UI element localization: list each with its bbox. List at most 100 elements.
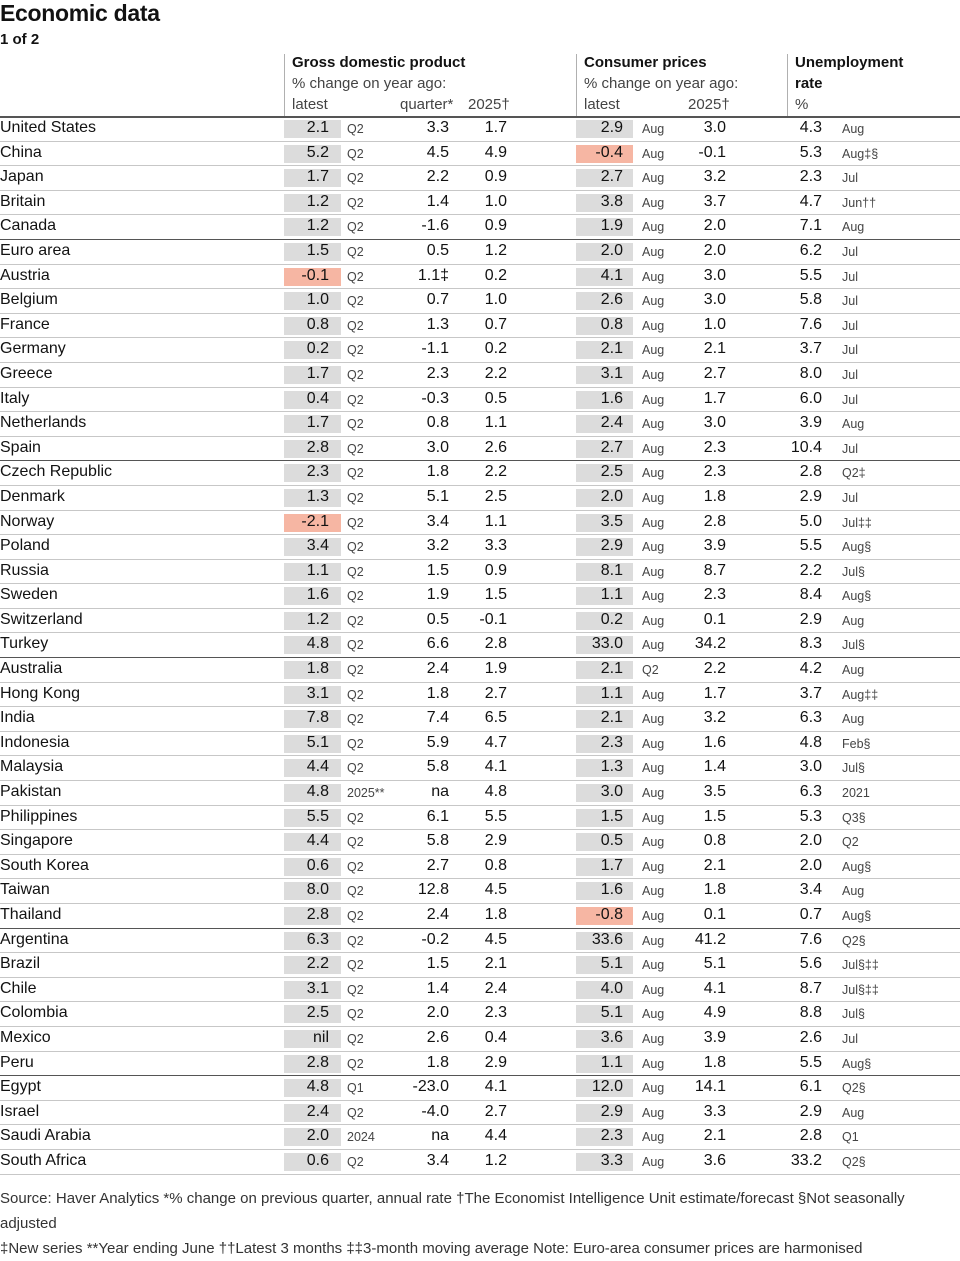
unemployment-period: Jul [842, 343, 858, 358]
country-name: United States [0, 119, 97, 136]
unemployment-rate: 8.4 [799, 586, 822, 604]
table-row: Spain 2.8 Q2 3.0 2.6 2.7 Aug 2.3 10.4 Jul [0, 437, 960, 462]
cpi-latest-highlight [576, 120, 633, 138]
cpi-latest-highlight [576, 1005, 633, 1024]
cpi-latest-highlight [576, 931, 633, 950]
country-name: Sweden [0, 586, 58, 604]
gdp-quarter: 3.4 [426, 1151, 449, 1169]
table-row: Turkey 4.8 Q2 6.6 2.8 33.0 Aug 34.2 8.3 Jul§ [0, 633, 960, 659]
cpi-2025: 5.1 [703, 955, 726, 973]
gdp-latest: 4.8 [306, 635, 329, 653]
cpi-latest: 1.6 [600, 389, 623, 407]
gdp-quarter: 2.2 [426, 168, 449, 186]
unemployment-period: Q2§ [842, 1081, 866, 1096]
gdp-latest-period: Q2 [347, 1154, 364, 1169]
cpi-latest-period: Aug [642, 269, 665, 284]
cpi-latest-period: Aug [642, 122, 665, 136]
country-name: Czech Republic [0, 463, 113, 481]
cpi-2025: 1.7 [703, 684, 726, 702]
cpi-latest: 3.1 [600, 364, 623, 382]
gdp-2025: 2.7 [484, 1102, 507, 1120]
cpi-latest: 1.1 [600, 684, 623, 702]
unemployment-period: 2021 [842, 786, 870, 801]
unemployment-period: Q3§ [842, 810, 866, 825]
unemployment-rate: 2.0 [799, 856, 822, 874]
gdp-latest: 0.6 [306, 856, 329, 874]
table-row: Russia 1.1 Q2 1.5 0.9 8.1 Aug 8.7 2.2 Jul§ [0, 560, 960, 585]
unemployment-period: Q2 [842, 835, 859, 850]
gdp-latest-highlight [284, 193, 341, 212]
cpi-latest: 2.0 [600, 241, 623, 259]
cpi-latest-period: Aug [642, 1031, 665, 1046]
cpi-latest-highlight [576, 882, 633, 901]
gdp-latest: 2.0 [306, 1127, 329, 1145]
gdp-quarter: 12.8 [417, 881, 449, 899]
gdp-latest-highlight [284, 538, 341, 557]
cpi-latest: 5.1 [600, 955, 623, 973]
country-name: Saudi Arabia [0, 1127, 91, 1145]
country-name: Switzerland [0, 610, 83, 628]
unemployment-period: Jun†† [842, 195, 877, 210]
gdp-quarter: 3.3 [426, 119, 449, 136]
gdp-latest-highlight [284, 636, 341, 655]
cpi-latest-highlight [576, 1079, 633, 1098]
gdp-latest-period: Q2 [347, 810, 364, 825]
unemployment-rate: 2.8 [799, 463, 822, 481]
cpi-latest: 2.1 [600, 709, 623, 727]
gdp-quarter: 5.8 [426, 832, 449, 850]
footnote-line-1: Source: Haver Analytics *% change on pre… [0, 1190, 905, 1232]
country-name: Austria [0, 266, 50, 284]
country-name: Chile [0, 979, 37, 997]
table-row: Australia 1.8 Q2 2.4 1.9 2.1 Q2 2.2 4.2 Aug [0, 658, 960, 683]
table-row: Philippines 5.5 Q2 6.1 5.5 1.5 Aug 1.5 5.3 Q3§ [0, 806, 960, 831]
cpi-2025: 3.0 [703, 119, 726, 136]
cpi-latest: 0.2 [600, 610, 623, 628]
cpi-latest: 2.0 [600, 487, 623, 505]
cpi-latest: 2.3 [600, 733, 623, 751]
cpi-latest-period: Aug [642, 1105, 665, 1120]
gdp-2025: 0.2 [484, 340, 507, 358]
cpi-latest: 3.3 [600, 1151, 623, 1169]
cpi-2025: 2.1 [703, 856, 726, 874]
cpi-latest-period: Aug [642, 441, 665, 456]
unemployment-rate: 8.3 [799, 635, 822, 653]
unemp-header-title: Unemployment [795, 54, 904, 71]
gdp-latest-highlight [284, 685, 341, 704]
gdp-latest-period: Q2 [347, 417, 364, 432]
cpi-latest-period: Aug [642, 1056, 665, 1071]
gdp-2025: 4.5 [484, 881, 507, 899]
gdp-latest-highlight [284, 833, 341, 852]
country-name: Belgium [0, 291, 58, 309]
table-row: Italy 0.4 Q2 -0.3 0.5 1.6 Aug 1.7 6.0 Jul [0, 388, 960, 413]
gdp-latest-period: Q2 [347, 663, 364, 678]
unemployment-rate: 5.3 [799, 807, 822, 825]
cpi-header-2025: 2025† [688, 96, 730, 113]
cpi-latest-period: Aug [642, 171, 665, 186]
unemployment-period: Q2§ [842, 1154, 866, 1169]
gdp-latest-period: Q2 [347, 490, 364, 505]
cpi-2025: 3.9 [703, 537, 726, 555]
cpi-latest-period: Aug [642, 1007, 665, 1022]
gdp-2025: 2.9 [484, 832, 507, 850]
cpi-2025: 3.3 [703, 1102, 726, 1120]
country-name: Poland [0, 537, 50, 555]
table-row: France 0.8 Q2 1.3 0.7 0.8 Aug 1.0 7.6 Jul [0, 314, 960, 339]
gdp-latest-highlight [284, 562, 341, 581]
table-row: Sweden 1.6 Q2 1.9 1.5 1.1 Aug 2.3 8.4 Aug§ [0, 584, 960, 609]
unemployment-rate: 2.9 [799, 1102, 822, 1120]
cpi-2025: 1.0 [703, 315, 726, 333]
country-name: Euro area [0, 241, 71, 259]
gdp-2025: 2.3 [484, 1004, 507, 1022]
unemployment-period: Feb§ [842, 736, 871, 751]
gdp-latest-period: Q2 [347, 122, 364, 136]
unemployment-rate: 2.9 [799, 610, 822, 628]
cpi-latest-period: Aug [642, 564, 665, 579]
table-row: Canada 1.2 Q2 -1.6 0.9 1.9 Aug 2.0 7.1 Aug [0, 215, 960, 240]
cpi-latest: 1.6 [600, 881, 623, 899]
cpi-latest: 1.1 [600, 1053, 623, 1071]
unemployment-rate: 4.3 [799, 119, 822, 136]
country-name: China [0, 143, 42, 161]
unemployment-period: Jul [842, 367, 858, 382]
gdp-quarter: 1.5 [426, 955, 449, 973]
cpi-latest-period: Aug [642, 146, 665, 161]
